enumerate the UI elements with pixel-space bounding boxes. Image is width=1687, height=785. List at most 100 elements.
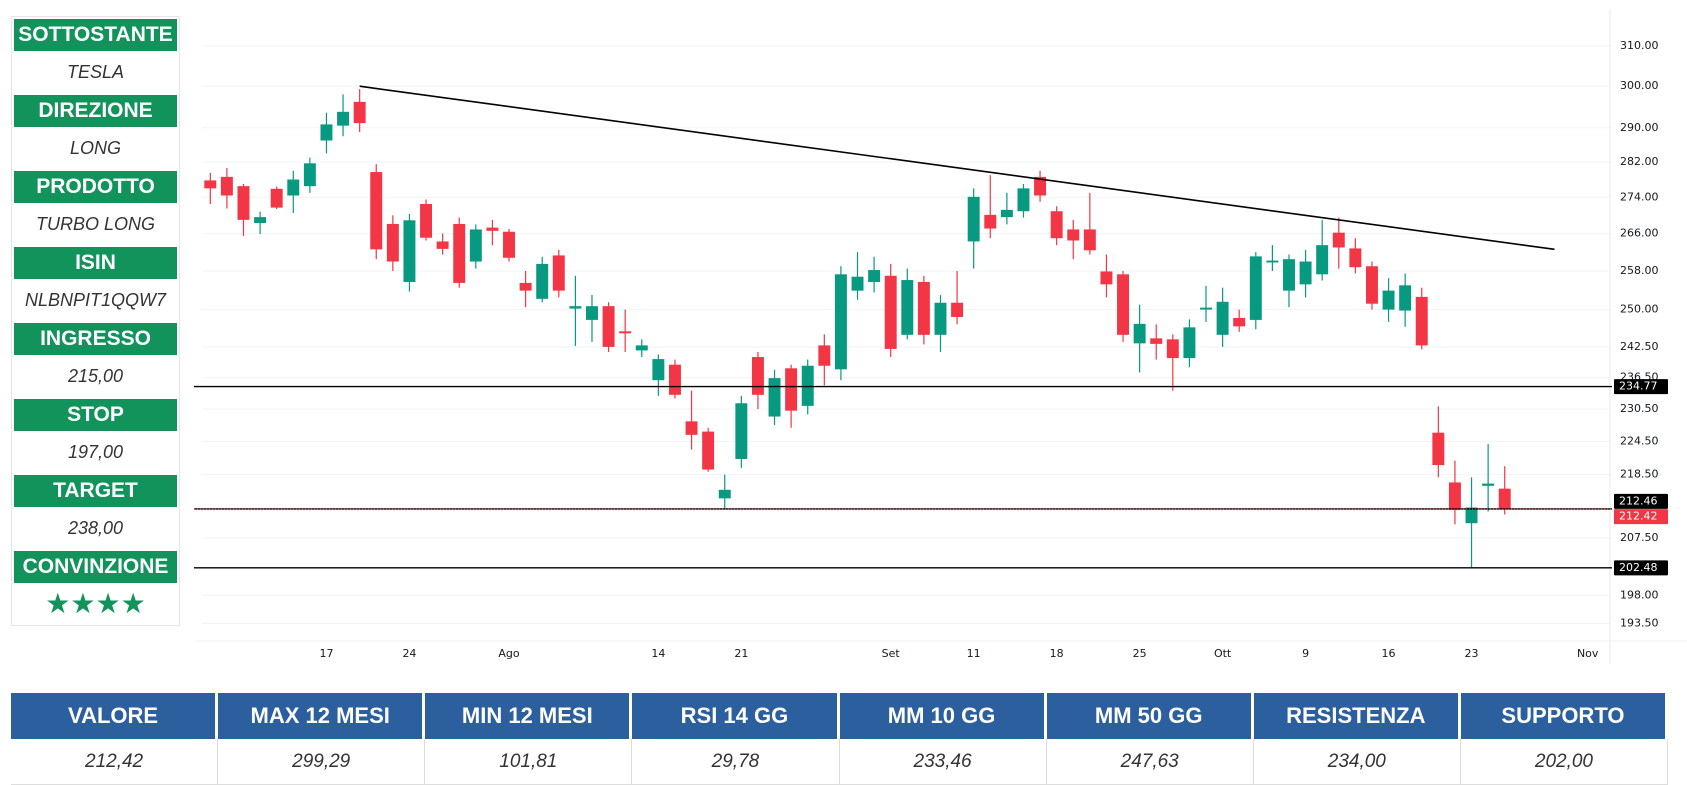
x-tick-label: 24 [402,647,416,660]
panel-value: NLBNPIT1QQW7 [24,290,167,310]
candle-body [1083,229,1096,251]
x-tick-label: Ago [498,647,520,660]
candle-body [735,403,748,459]
candle-body [1498,488,1511,510]
y-tick-label: 258.00 [1620,264,1659,277]
panel-value: ★★★★ [45,588,146,619]
candle-body [1067,229,1080,241]
candle-body [287,179,300,196]
y-tick-label: 282.00 [1620,155,1659,168]
candle-body [586,306,598,320]
candle-body [668,364,681,395]
candle-body [884,275,897,349]
candle-body [1382,290,1395,310]
candle-body [486,227,499,231]
y-tick-label: 290.00 [1620,121,1659,134]
candle-body [1133,323,1146,344]
candle-body [1233,317,1246,327]
candle-body [718,489,731,499]
candle-body [851,276,864,291]
candle-body [469,229,482,262]
candle-body [1316,245,1329,275]
panel-label: INGRESSO [14,323,177,355]
candle-body [1034,176,1047,196]
price-label: 234.77 [1619,380,1658,393]
x-tick-label: 14 [651,647,665,660]
table-cell: 233,46 [839,739,1047,785]
panel-label: SOTTOSTANTE [14,19,177,51]
candle-body [1432,432,1445,466]
table-header: MAX 12 MESI [218,693,426,739]
y-tick-label: 250.00 [1620,303,1659,316]
candle-body [1266,260,1279,263]
candle-body [751,357,764,395]
table-cell: 234,00 [1253,739,1461,785]
x-tick-label: Set [882,647,901,660]
candle-body [951,302,964,317]
y-tick-label: 274.00 [1620,190,1659,203]
candle-body [353,101,366,124]
candle-body [702,431,715,470]
candle-body [453,223,466,283]
panel-value: LONG [69,138,121,158]
candle-body [320,124,333,141]
stats-table: VALORE MAX 12 MESI MIN 12 MESI RSI 14 GG MM … [11,693,1668,785]
candle-body [1150,338,1163,344]
x-tick-label: 21 [734,647,748,660]
candle-body [868,270,881,282]
panel-label: DIREZIONE [14,95,177,127]
candle-body [237,186,250,220]
trend-line [359,85,1555,251]
candle-body [901,280,914,335]
price-label: 202.48 [1619,561,1658,574]
candle-body [917,281,930,335]
candle-body [220,176,233,196]
candle-body [1299,261,1312,285]
candle-body [1050,211,1063,239]
candle-body [934,302,947,335]
candle-body [1216,301,1229,335]
table-header: MIN 12 MESI [425,693,633,739]
candle-body [967,196,980,242]
table-header: RESISTENZA [1253,693,1461,739]
candle-body [1448,482,1461,510]
y-tick-label: 266.00 [1620,227,1659,240]
candle-body [818,345,831,366]
y-tick-label: 310.00 [1620,39,1659,52]
y-tick-label: 198.00 [1620,588,1659,601]
candle-body [1200,307,1212,310]
y-tick-label: 218.50 [1620,468,1659,481]
candle-body [685,421,698,435]
panel-value: TESLA [66,62,125,82]
candle-body [602,306,615,347]
candle-body [503,231,515,258]
candle-body [1249,256,1262,320]
candle-body [370,172,383,250]
panel-label: ISIN [14,247,177,279]
y-tick-label: 242.50 [1620,340,1659,353]
candle-body [536,263,549,299]
candle-body [785,368,798,411]
panel-label: STOP [14,399,177,431]
candle-body [1399,285,1412,311]
x-tick-label: 18 [1050,647,1064,660]
candle-body [1166,339,1179,359]
candle-body [519,282,532,291]
x-tick-label: 11 [967,647,981,660]
y-tick-label: 193.50 [1620,616,1659,629]
candle-body [569,306,582,309]
candle-body [1332,232,1345,248]
panel-value: 238,00 [67,518,124,538]
candle-body [1482,483,1495,486]
candle-body [420,204,433,238]
candle-body [768,378,781,417]
x-tick-label: Nov [1577,647,1599,660]
candle-body [386,223,399,262]
candle-body [834,274,847,370]
chart: 310.00 300.00 290.00 282.00 274.00 266.00 258.… [194,10,1687,664]
table-cell: 299,29 [218,739,426,785]
candle-body [1117,274,1130,335]
table-cell: 202,00 [1460,739,1668,785]
panel-label: CONVINZIONE [14,551,177,583]
price-label: 212.46 [1619,494,1658,507]
